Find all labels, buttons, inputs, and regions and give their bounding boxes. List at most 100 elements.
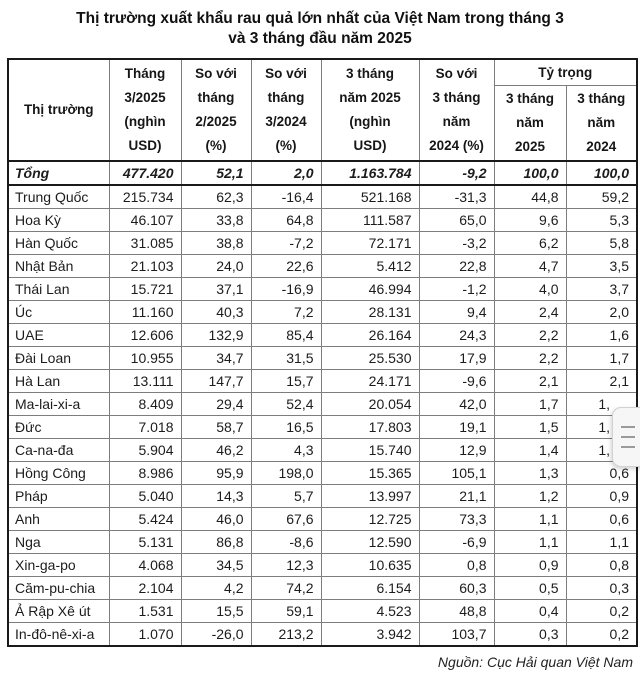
cell-value: -26,0 xyxy=(180,622,252,647)
cell-value: 0,5 xyxy=(493,576,567,600)
cell-value: 4,0 xyxy=(493,277,567,301)
cell-value: 31.085 xyxy=(108,231,182,255)
cell-value: 8.986 xyxy=(108,461,182,485)
cell-value: 4,2 xyxy=(180,576,252,600)
table-row: UAE 12.606 132,9 85,4 26.164 24,3 2,2 1,6 xyxy=(7,323,638,347)
cell-market: Đức xyxy=(7,415,110,439)
cell-value: 48,8 xyxy=(418,599,495,623)
cell-value: 4.523 xyxy=(320,599,420,623)
cell-value: 13.997 xyxy=(320,484,420,508)
table-header: Thị trường Tháng 3/2025 (nghìn USD) So v… xyxy=(7,58,638,162)
cell-value: -6,9 xyxy=(418,530,495,554)
cell-value: 8.409 xyxy=(108,392,182,416)
cell-value: 59,1 xyxy=(250,599,322,623)
cell-value: 215.734 xyxy=(108,184,182,209)
cell-value: 16,5 xyxy=(250,415,322,439)
cell-value: 12.590 xyxy=(320,530,420,554)
cell-value: 33,8 xyxy=(180,208,252,232)
cell-value: 15.721 xyxy=(108,277,182,301)
cell-value: 1,7 xyxy=(565,346,638,370)
cell-value: 40,3 xyxy=(180,300,252,324)
cell-value: 22,8 xyxy=(418,254,495,278)
cell-value: 147,7 xyxy=(180,369,252,393)
cell-value: 1.070 xyxy=(108,622,182,647)
cell-market: Anh xyxy=(7,507,110,531)
cell-value: 22,6 xyxy=(250,254,322,278)
cell-value: 2.104 xyxy=(108,576,182,600)
cell-value: 2,1 xyxy=(493,369,567,393)
header-row-sub: 3 tháng năm 2025 3 tháng năm 2024 xyxy=(8,85,638,162)
cell-value: 46.107 xyxy=(108,208,182,232)
table-row: Đức 7.018 58,7 16,5 17.803 19,1 1,5 1, xyxy=(7,415,638,439)
cell-market: Hàn Quốc xyxy=(7,231,110,255)
cell-value: 42,0 xyxy=(418,392,495,416)
cell-value: 20.054 xyxy=(320,392,420,416)
table-row: Hàn Quốc 31.085 38,8 -7,2 72.171 -3,2 6,2 5,8 xyxy=(7,231,638,255)
floating-widget[interactable] xyxy=(612,407,640,467)
cell-value: 0,9 xyxy=(565,484,638,508)
col-header-vs-q1-2024: So với 3 tháng năm 2024 (%) xyxy=(418,58,495,162)
cell-value: 4,3 xyxy=(250,438,322,462)
cell-value: 4,7 xyxy=(493,254,567,278)
page-title-line2: và 3 tháng đầu năm 2025 xyxy=(228,30,412,47)
cell-value: 4.068 xyxy=(108,553,182,577)
cell-value: 24.171 xyxy=(320,369,420,393)
cell-value: 95,9 xyxy=(180,461,252,485)
cell-value: -9,2 xyxy=(418,160,495,186)
cell-value: 2,0 xyxy=(250,160,322,186)
hamburger-lines-icon xyxy=(613,426,640,448)
export-markets-table: Thị trường Tháng 3/2025 (nghìn USD) So v… xyxy=(7,58,638,647)
cell-value: 100,0 xyxy=(493,160,567,186)
cell-value: 3,5 xyxy=(565,254,638,278)
cell-value: 132,9 xyxy=(180,323,252,347)
table-row: Anh 5.424 46,0 67,6 12.725 73,3 1,1 0,6 xyxy=(7,507,638,531)
cell-market: Thái Lan xyxy=(7,277,110,301)
cell-market: Nhật Bản xyxy=(7,254,110,278)
cell-value: 29,4 xyxy=(180,392,252,416)
page-title-line1: Thị trường xuất khẩu rau quả lớn nhất củ… xyxy=(76,10,564,27)
table-row: Ma-lai-xi-a 8.409 29,4 52,4 20.054 42,0 1,7 1, xyxy=(7,392,638,416)
table-row: Nhật Bản 21.103 24,0 22,6 5.412 22,8 4,7 3,5 xyxy=(7,254,638,278)
cell-value: 15.365 xyxy=(320,461,420,485)
col-header-share-2025: 3 tháng năm 2025 xyxy=(493,85,567,162)
cell-value: 5.131 xyxy=(108,530,182,554)
col-header-share-group: Tỷ trọng xyxy=(493,58,638,86)
cell-value: 1,7 xyxy=(493,392,567,416)
cell-value: 28.131 xyxy=(320,300,420,324)
table-row: Pháp 5.040 14,3 5,7 13.997 21,1 1,2 0,9 xyxy=(7,484,638,508)
cell-market: Pháp xyxy=(7,484,110,508)
cell-value: 2,4 xyxy=(493,300,567,324)
cell-value: 1.531 xyxy=(108,599,182,623)
cell-value: 34,5 xyxy=(180,553,252,577)
col-header-mar-2025: Tháng 3/2025 (nghìn USD) xyxy=(108,58,182,162)
cell-value: 213,2 xyxy=(250,622,322,647)
table-row: In-đô-nê-xi-a 1.070 -26,0 213,2 3.942 103,7 0,… xyxy=(7,622,638,647)
cell-value: 34,7 xyxy=(180,346,252,370)
cell-value: -31,3 xyxy=(418,184,495,209)
cell-value: 10.635 xyxy=(320,553,420,577)
cell-value: 5.040 xyxy=(108,484,182,508)
cell-value: 3.942 xyxy=(320,622,420,647)
cell-market: Căm-pu-chia xyxy=(7,576,110,600)
table-row: Ả Rập Xê út 1.531 15,5 59,1 4.523 48,8 0,4 0,2 xyxy=(7,599,638,623)
cell-market: Xin-ga-po xyxy=(7,553,110,577)
cell-value: -3,2 xyxy=(418,231,495,255)
cell-value: 5,3 xyxy=(565,208,638,232)
cell-value: 0,2 xyxy=(565,599,638,623)
cell-market: Ca-na-đa xyxy=(7,438,110,462)
cell-market: Hoa Kỳ xyxy=(7,208,110,232)
cell-value: 0,9 xyxy=(493,553,567,577)
cell-value: 38,8 xyxy=(180,231,252,255)
cell-market: Tổng xyxy=(7,160,110,186)
col-header-market: Thị trường xyxy=(7,58,110,162)
cell-value: 1,4 xyxy=(493,438,567,462)
col-header-q1-2025: 3 tháng năm 2025 (nghìn USD) xyxy=(320,58,420,162)
cell-market: UAE xyxy=(7,323,110,347)
cell-value: 52,1 xyxy=(180,160,252,186)
table-row: Thái Lan 15.721 37,1 -16,9 46.994 -1,2 4,0 3,7 xyxy=(7,277,638,301)
cell-value: 0,3 xyxy=(493,622,567,647)
cell-value: 37,1 xyxy=(180,277,252,301)
cell-value: 0,8 xyxy=(418,553,495,577)
table-row: Ca-na-đa 5.904 46,2 4,3 15.740 12,9 1,4 1, xyxy=(7,438,638,462)
cell-value: -16,4 xyxy=(250,184,322,209)
